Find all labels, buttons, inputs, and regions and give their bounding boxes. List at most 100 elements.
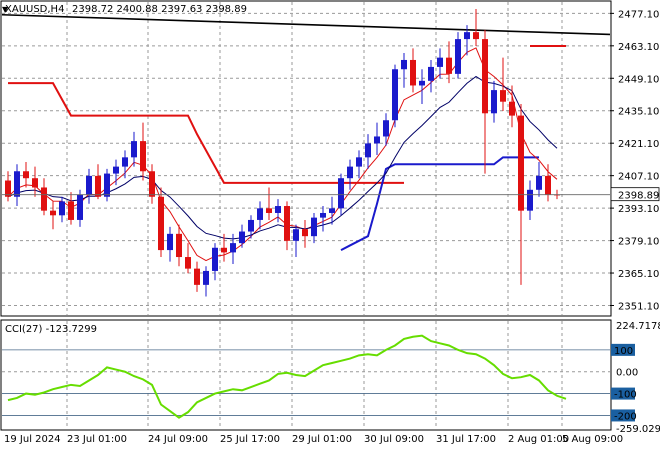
candle-body bbox=[482, 39, 488, 114]
candle-body bbox=[347, 166, 353, 179]
candle-body bbox=[203, 270, 209, 285]
price-axis: 2477.10 2463.10 2449.10 2435.10 2421.10 2407.… bbox=[2, 9, 660, 312]
time-axis: 19 Jul 2024 23 Jul 01:00 24 Jul 09:00 25 Ju… bbox=[4, 434, 623, 445]
candle-body bbox=[68, 201, 74, 220]
cci-line bbox=[7, 334, 567, 419]
candle-body bbox=[5, 180, 11, 197]
time-tick-label: 25 Jul 17:00 bbox=[220, 434, 280, 445]
time-tick-label: 31 Jul 17:00 bbox=[436, 434, 496, 445]
cci-series-line bbox=[7, 334, 567, 419]
symbol-label: XAUUSD,H4 bbox=[5, 4, 64, 15]
candle-body bbox=[320, 212, 326, 218]
price-tick-label: 2393.10 bbox=[618, 204, 659, 215]
candle-body bbox=[356, 157, 362, 167]
time-tick-label: 24 Jul 09:00 bbox=[148, 434, 208, 445]
candle-body bbox=[32, 178, 38, 188]
candle-body bbox=[122, 157, 128, 167]
lower-channel-line bbox=[340, 156, 539, 251]
candle-body bbox=[401, 59, 407, 70]
candles bbox=[5, 8, 560, 297]
candle-body bbox=[383, 120, 389, 137]
price-tick-label: 2351.10 bbox=[618, 301, 659, 312]
candle-body bbox=[491, 90, 497, 114]
time-tick-label: 30 Jul 09:00 bbox=[364, 434, 424, 445]
price-tick-label: 2477.10 bbox=[618, 9, 659, 20]
cci-tick-label: -200 bbox=[614, 411, 637, 422]
cci-tick-label: 224.7178 bbox=[616, 321, 660, 332]
candle-body bbox=[59, 201, 65, 216]
cci-tick-label: -100 bbox=[614, 390, 637, 401]
candle-body bbox=[41, 187, 47, 211]
candle-body bbox=[446, 57, 452, 74]
candle-body bbox=[338, 178, 344, 209]
candle-body bbox=[410, 59, 416, 86]
candle-body bbox=[527, 189, 533, 211]
ohlc-label: 2398.72 2400.88 2397.63 2398.89 bbox=[72, 4, 247, 15]
candle-body bbox=[455, 39, 461, 74]
time-tick-label: 19 Jul 2024 bbox=[4, 434, 61, 445]
price-panel bbox=[0, 0, 612, 317]
cci-tick-label: 100 bbox=[614, 346, 633, 357]
candle-body bbox=[293, 229, 299, 241]
cci-tick-label: 0.00 bbox=[616, 368, 638, 379]
candle-body bbox=[392, 69, 398, 121]
price-tick-label: 2463.10 bbox=[618, 42, 659, 53]
candle-body bbox=[230, 243, 236, 253]
candle-body bbox=[500, 90, 506, 102]
price-tick-label: 2379.10 bbox=[618, 237, 659, 248]
candle-body bbox=[302, 229, 308, 237]
candle-body bbox=[140, 141, 146, 172]
current-price-tag bbox=[610, 187, 660, 202]
cci-level-tag bbox=[611, 409, 635, 422]
candle-body bbox=[77, 194, 83, 220]
candle-body bbox=[248, 219, 254, 232]
candle-body bbox=[275, 206, 281, 213]
cci-axis: 224.7178 100 0.00 -100 -200 -259.0297 bbox=[611, 321, 660, 435]
price-tick-label: 2407.10 bbox=[618, 172, 659, 183]
candle-body bbox=[257, 208, 263, 220]
cci-level-tag bbox=[611, 387, 635, 400]
cci-tick-label: -259.0297 bbox=[616, 424, 660, 435]
candle-body bbox=[473, 32, 479, 40]
candle-body bbox=[212, 247, 218, 271]
price-tick-label: 2365.10 bbox=[618, 269, 659, 280]
candle-body bbox=[149, 171, 155, 197]
candle-body bbox=[365, 143, 371, 158]
candle-body bbox=[329, 208, 335, 213]
candle-body bbox=[419, 80, 425, 86]
candle-body bbox=[86, 175, 92, 195]
time-tick-label: 23 Jul 01:00 bbox=[67, 434, 127, 445]
price-tick-label: 2421.10 bbox=[618, 139, 659, 150]
candle-body bbox=[509, 101, 515, 116]
candle-body bbox=[167, 233, 173, 251]
candle-body bbox=[131, 141, 137, 158]
candle-body bbox=[437, 57, 443, 67]
candle-body bbox=[185, 257, 191, 269]
candle-body bbox=[194, 268, 200, 285]
time-tick-label: 29 Jul 01:00 bbox=[292, 434, 352, 445]
candle-body bbox=[176, 233, 182, 258]
price-tick-label: 2435.10 bbox=[618, 107, 659, 118]
current-price-label: 2398.89 bbox=[618, 191, 659, 202]
candle-body bbox=[374, 136, 380, 144]
candle-body bbox=[23, 171, 29, 179]
candle-body bbox=[50, 210, 56, 216]
candle-body bbox=[95, 175, 101, 197]
candle-body bbox=[158, 196, 164, 251]
long-ma-line bbox=[1, 13, 611, 36]
candle-body bbox=[518, 115, 524, 211]
candle-body bbox=[536, 175, 542, 190]
candle-body bbox=[113, 166, 119, 174]
time-tick-label: 2 Aug 01:00 bbox=[508, 434, 569, 445]
candle-body bbox=[464, 32, 470, 40]
candle-body bbox=[221, 247, 227, 253]
candle-body bbox=[266, 208, 272, 213]
price-tick-label: 2449.10 bbox=[618, 74, 659, 85]
price-grid bbox=[2, 2, 610, 315]
candle-body bbox=[311, 217, 317, 237]
candle-body bbox=[239, 231, 245, 244]
time-tick-label: 5 Aug 09:00 bbox=[562, 434, 623, 445]
candle-body bbox=[14, 171, 20, 197]
candle-body bbox=[284, 206, 290, 241]
